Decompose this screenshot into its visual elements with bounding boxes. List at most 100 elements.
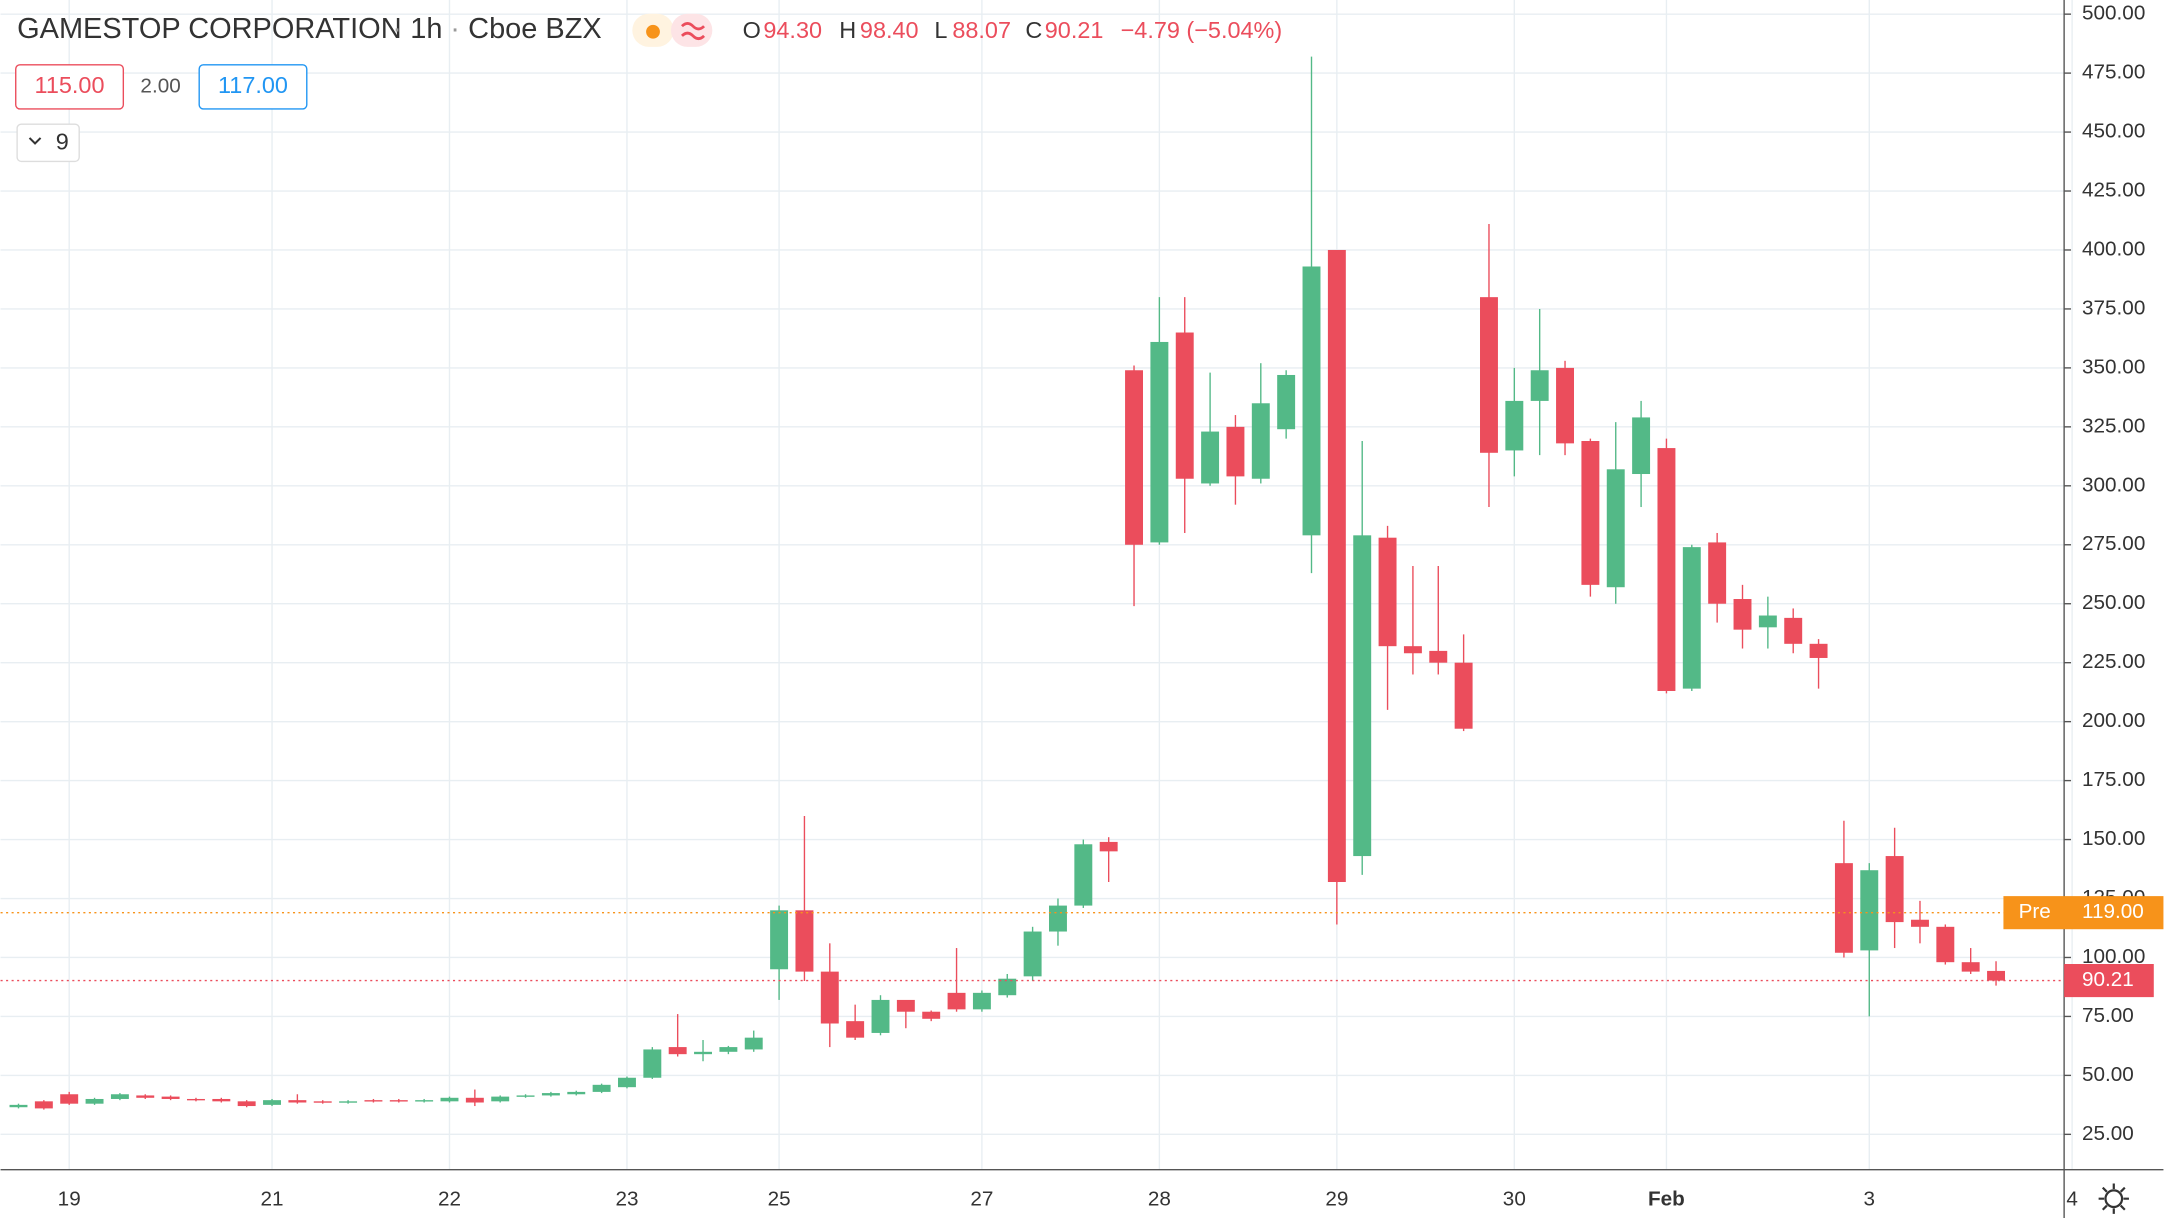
candle-body xyxy=(212,1098,231,1102)
candle-body xyxy=(1834,863,1853,953)
candle-body xyxy=(491,1096,510,1102)
y-tick-label: 100.00 xyxy=(2082,945,2145,968)
y-tick-label: 250.00 xyxy=(2082,591,2145,614)
close-label: C xyxy=(1025,17,1042,43)
candle-body xyxy=(9,1104,28,1108)
symbol: GAMESTOP CORPORATION xyxy=(17,13,401,45)
candle-body xyxy=(846,1021,865,1038)
data-status-icon[interactable] xyxy=(670,13,713,47)
candle-body xyxy=(1860,870,1879,951)
candle-body xyxy=(592,1084,611,1092)
candle-body xyxy=(896,999,915,1012)
candle-body xyxy=(161,1096,180,1099)
trade-buttons: 115.00 2.00 117.00 9 xyxy=(15,64,308,163)
candle-body xyxy=(1099,841,1118,852)
candle-body xyxy=(1733,599,1752,630)
candle-body xyxy=(1581,441,1600,585)
wave-icon xyxy=(681,22,706,40)
indicators-count: 9 xyxy=(56,129,69,155)
price-tag xyxy=(2003,896,2164,930)
x-tick-label: Feb xyxy=(1648,1188,1685,1211)
candle-body xyxy=(85,1098,104,1104)
high-value: 98.40 xyxy=(860,17,919,43)
gear-ring xyxy=(2104,1189,2124,1209)
candle-body xyxy=(1378,537,1397,647)
separator: · xyxy=(450,13,460,45)
candle-body xyxy=(1251,403,1270,479)
buy-price[interactable]: 117.00 xyxy=(218,72,288,98)
candle-body xyxy=(1150,341,1169,543)
candle-body xyxy=(795,910,814,972)
candle-body xyxy=(313,1101,332,1103)
chevron-icon xyxy=(28,137,42,145)
price-tag-label: 119.00 xyxy=(2082,900,2144,923)
price-tag-name: Pre xyxy=(2019,900,2051,923)
candles xyxy=(0,56,2065,1110)
candle-body xyxy=(389,1100,408,1102)
candle-body xyxy=(541,1093,560,1096)
candle-body xyxy=(364,1100,383,1102)
candle-body xyxy=(1885,856,1904,923)
x-tick-label: 4 xyxy=(2066,1188,2078,1211)
y-tick-label: 200.00 xyxy=(2082,709,2145,732)
candle-body xyxy=(1809,643,1828,658)
candle-body xyxy=(1657,448,1676,691)
grid xyxy=(0,0,2073,1170)
y-tick-label: 175.00 xyxy=(2082,768,2145,791)
candle-body xyxy=(643,1049,662,1078)
y-tick-label: 300.00 xyxy=(2082,473,2145,496)
open-label: O xyxy=(743,17,761,43)
candle-body xyxy=(719,1047,738,1052)
y-tick-label: 275.00 xyxy=(2082,532,2145,555)
x-tick-label: 25 xyxy=(768,1188,791,1211)
price-tag xyxy=(2064,964,2154,998)
header: GAMESTOP CORPORATION · 1h · Cboe BZX xyxy=(17,13,713,47)
separator: · xyxy=(392,13,402,45)
settings-icon[interactable] xyxy=(2098,1183,2129,1214)
candle-body xyxy=(947,992,966,1010)
low-label: L xyxy=(934,17,947,43)
spread: 2.00 xyxy=(140,74,180,97)
candle-body xyxy=(744,1037,763,1050)
candle-body xyxy=(516,1095,535,1097)
candle-body xyxy=(1987,970,2006,981)
candle-body xyxy=(263,1100,281,1105)
candle-body xyxy=(440,1097,459,1102)
candle-body xyxy=(1023,931,1042,977)
candle-body xyxy=(922,1011,941,1019)
x-tick-label: 29 xyxy=(1325,1188,1348,1211)
indicators-toggle[interactable] xyxy=(16,123,80,163)
candle-body xyxy=(136,1095,155,1098)
x-tick-label: 19 xyxy=(58,1188,81,1211)
candle-body xyxy=(1277,374,1296,430)
candle-body xyxy=(1454,662,1473,729)
candle-body xyxy=(1074,844,1093,906)
candle-body xyxy=(694,1051,712,1055)
y-tick-label: 325.00 xyxy=(2082,414,2145,437)
candle-body xyxy=(1226,426,1245,477)
candle-body xyxy=(1530,370,1549,401)
low-value: 88.07 xyxy=(952,17,1011,43)
y-tick-label: 450.00 xyxy=(2082,120,2145,143)
sell-button[interactable] xyxy=(15,64,125,110)
x-tick-label: 30 xyxy=(1503,1188,1526,1211)
candle-body xyxy=(1632,417,1651,475)
interval[interactable]: 1h xyxy=(410,13,442,45)
candle-body xyxy=(1936,926,1955,963)
price-tag-label: 90.21 xyxy=(2082,968,2134,991)
candle-body xyxy=(186,1098,205,1101)
close-value: 90.21 xyxy=(1045,17,1104,43)
candle-body xyxy=(1480,297,1498,453)
y-tick-label: 400.00 xyxy=(2082,237,2145,260)
gear-teeth xyxy=(2098,1183,2129,1214)
candle-body xyxy=(1353,535,1372,857)
candle-body xyxy=(618,1077,636,1088)
sell-price[interactable]: 115.00 xyxy=(35,72,105,98)
candle-body xyxy=(1049,905,1067,932)
candle-body xyxy=(1556,367,1575,444)
candle-body xyxy=(1327,249,1346,883)
y-tick-label: 150.00 xyxy=(2082,827,2145,850)
candle-body xyxy=(1505,400,1524,451)
buy-button[interactable] xyxy=(198,64,308,110)
